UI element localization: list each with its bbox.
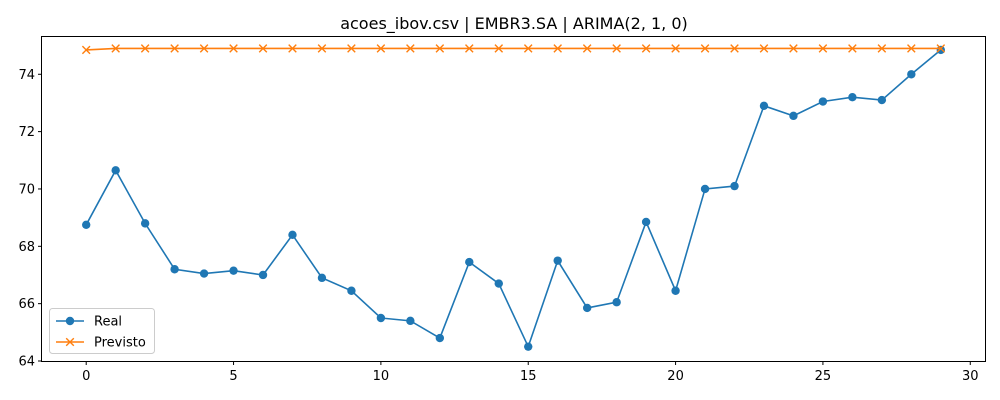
data-point [170, 265, 179, 274]
data-point [229, 266, 238, 275]
y-tick-label: 72 [18, 125, 35, 140]
axes-frame [41, 36, 986, 362]
legend-label: Real [94, 315, 122, 330]
legend-label: Previsto [94, 336, 146, 351]
data-point [258, 270, 268, 280]
y-axis: 64 66 68 70 72 74 [18, 68, 42, 370]
data-point [700, 184, 710, 194]
plot-area [81, 44, 946, 351]
data-point [818, 44, 828, 53]
data-point [347, 44, 356, 53]
series-real [82, 45, 945, 351]
data-point [465, 44, 474, 53]
data-point [877, 95, 887, 105]
data-point [317, 273, 327, 283]
x-tick-label: 15 [520, 369, 537, 384]
data-point [288, 44, 297, 53]
series-previsto [81, 44, 946, 55]
data-point [465, 257, 474, 267]
legend-item-real: Real [56, 315, 122, 330]
x-tick-label: 20 [667, 369, 684, 384]
data-point [494, 44, 504, 53]
data-point [140, 219, 150, 228]
data-point [730, 181, 739, 191]
data-point [140, 44, 150, 53]
data-point [523, 44, 533, 53]
data-point [818, 97, 828, 106]
data-point [199, 44, 209, 53]
y-tick-label: 64 [18, 355, 35, 370]
x-tick-label: 0 [82, 369, 90, 384]
data-point [111, 44, 120, 53]
y-tick-label: 70 [18, 182, 35, 197]
data-point [759, 44, 769, 53]
data-point [848, 44, 857, 53]
data-point [700, 44, 710, 53]
data-point [671, 44, 680, 53]
data-point [494, 279, 503, 288]
x-tick-label: 30 [962, 369, 979, 384]
y-tick-label: 66 [18, 297, 35, 312]
data-point [641, 217, 651, 227]
data-point [612, 44, 621, 53]
data-point [229, 44, 238, 53]
legend-marker [65, 316, 75, 326]
legend: Real Previsto [49, 308, 155, 354]
data-point [170, 44, 179, 53]
data-point [376, 44, 386, 53]
x-tick-label: 5 [229, 369, 237, 384]
data-point [435, 44, 445, 53]
data-point [730, 44, 739, 53]
data-point [789, 111, 798, 121]
legend-marker [65, 337, 75, 347]
data-point [258, 44, 268, 53]
data-point [199, 269, 209, 278]
data-point [406, 44, 415, 53]
data-point [553, 256, 562, 265]
data-point [641, 44, 651, 53]
data-point [435, 333, 445, 343]
data-point [848, 93, 857, 102]
data-point [81, 45, 91, 55]
series-line [86, 47, 941, 51]
data-point [347, 286, 356, 295]
data-point [759, 101, 769, 111]
data-point [288, 230, 297, 240]
y-tick-label: 74 [18, 68, 35, 83]
data-point [553, 44, 562, 53]
data-point [671, 286, 680, 295]
data-point [582, 303, 592, 313]
data-point [907, 70, 916, 79]
data-point [376, 313, 386, 323]
data-point [524, 342, 533, 351]
data-point [877, 44, 887, 53]
x-tick-label: 10 [373, 369, 390, 384]
data-point [111, 166, 120, 175]
data-point [936, 44, 946, 53]
data-point [936, 45, 945, 55]
data-point [612, 298, 621, 307]
x-axis: 0 5 10 15 20 25 30 [82, 361, 979, 384]
data-point [317, 44, 327, 53]
legend-item-previsto: Previsto [56, 336, 146, 351]
data-point [406, 316, 415, 326]
data-point [907, 44, 916, 53]
x-tick-label: 25 [815, 369, 832, 384]
series-line [85, 49, 942, 349]
data-point [82, 220, 91, 230]
y-tick-label: 68 [18, 240, 35, 255]
data-point [789, 44, 798, 53]
chart-title: acoes_ibov.csv | EMBR3.SA | ARIMA(2, 1, … [340, 14, 688, 34]
data-point [582, 44, 592, 53]
